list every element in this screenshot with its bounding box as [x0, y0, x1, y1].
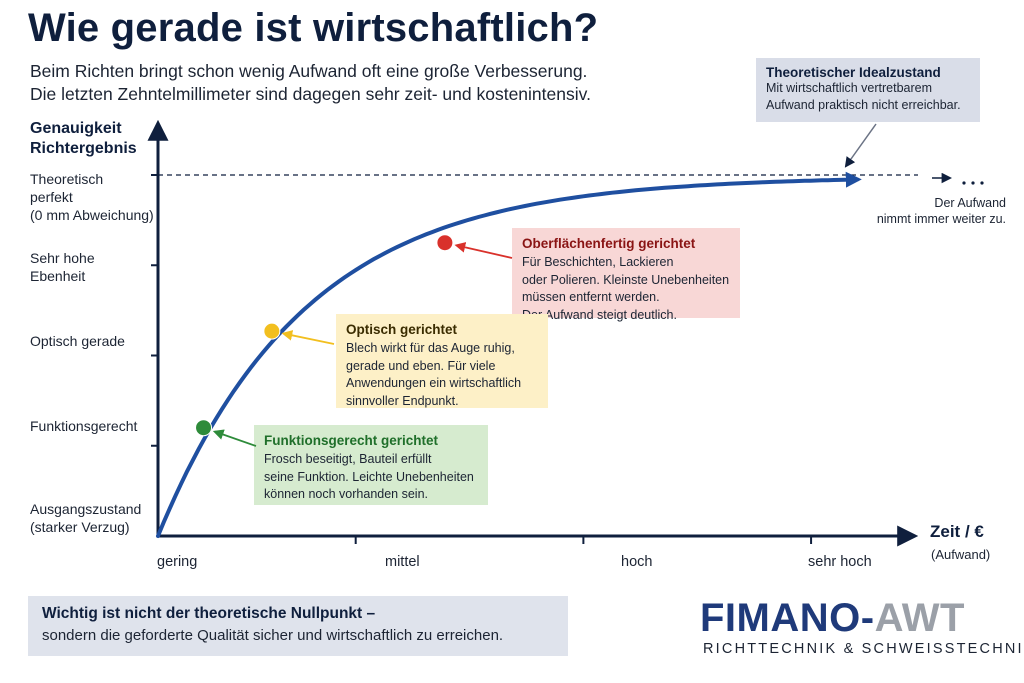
ideal-box-line-1: Mit wirtschaftlich vertretbarem — [766, 81, 933, 95]
y-axis-title: Genauigkeit Richtergebnis — [30, 119, 137, 159]
annotation-optical: Optisch gerichtet Blech wirkt für das Au… — [336, 314, 548, 408]
annotation-optical-line-1: Blech wirkt für das Auge ruhig, — [346, 341, 515, 355]
end-annotation-line-2: nimmt immer weiter zu. — [876, 212, 1006, 226]
x-tick-label-high: hoch — [621, 554, 653, 570]
y-tick-label-optical-line-1: Optisch gerade — [30, 333, 125, 349]
annotation-functional-line-3: können noch vorhanden sein. — [264, 487, 429, 501]
annotation-surface-finish-line-3: müssen entfernt werden. — [522, 290, 660, 304]
continuation-dot — [962, 181, 966, 185]
y-axis-title-line-2: Richtergebnis — [30, 140, 137, 157]
annotation-surface-finish-line-4: Der Aufwand steigt deutlich. — [522, 307, 677, 322]
annotation-functional-line-2: seine Funktion. Leichte Unebenheiten — [264, 469, 474, 484]
x-axis-subtitle: (Aufwand) — [931, 547, 991, 562]
x-tick-label-very-high: sehr hoch — [808, 554, 872, 570]
logo-part-awt: AWT — [874, 596, 965, 640]
key-message-line-1: Wichtig ist nicht der theoretische Nullp… — [42, 605, 376, 622]
key-message-line-2: sondern die geforderte Qualität sicher u… — [42, 627, 504, 644]
ideal-box-connector — [844, 123, 877, 168]
x-axis-title: Zeit / € — [930, 522, 984, 541]
company-logo: FIMANO-AWT — [700, 596, 965, 641]
point-surface-finish — [436, 234, 454, 252]
point-functional — [195, 419, 213, 437]
annotation-surface-finish-line-2: oder Polieren. Kleinste Unebenheiten — [522, 272, 730, 287]
annotation-optical-line-3: Anwendungen ein wirtschaftlich — [346, 376, 522, 390]
annotation-surface-finish-line-1: Für Beschichten, Lackieren — [522, 255, 674, 269]
page-title: Wie gerade ist wirtschaftlich? — [28, 6, 599, 50]
x-tick-label-medium: mittel — [385, 554, 420, 570]
y-tick-label-high-line-1: Sehr hohe — [30, 250, 95, 266]
y-tick-label-high-line-2: Ebenheit — [30, 268, 86, 284]
logo-tagline: RICHTTECHNIK & SCHWEISSTECHNIK — [703, 641, 1024, 657]
continuation-dot — [980, 181, 984, 185]
y-axis-title-line-1: Genauigkeit — [30, 120, 122, 137]
point-optical — [263, 322, 281, 340]
end-annotation-line-1: Der Aufwand — [934, 196, 1006, 210]
continuation-dot — [971, 181, 975, 185]
subtitle-line-1: Beim Richten bringt schon wenig Aufwand … — [30, 61, 588, 81]
annotation-surface-finish-title: Oberflächenfertig gerichtet — [522, 236, 696, 251]
point-functional-connector — [212, 429, 257, 447]
key-message-box: Wichtig ist nicht der theoretische Nullp… — [28, 596, 568, 656]
annotation-optical-line-2: gerade und eben. Für viele — [346, 358, 496, 373]
x-tick-label-low: gering — [157, 554, 198, 570]
ideal-box-title: Theoretischer Idealzustand — [766, 65, 941, 80]
point-optical-connector — [281, 330, 335, 345]
logo-part-fimano: FIMANO- — [700, 596, 875, 640]
point-surface-finish-connector — [454, 242, 513, 259]
ideal-state-box: Theoretischer Idealzustand Mit wirtschaf… — [756, 58, 980, 122]
y-tick-label-functional: Funktionsgerecht — [30, 417, 137, 435]
annotation-optical-title: Optisch gerichtet — [346, 322, 458, 337]
y-tick-label-perfect: Theoretisch perfekt (0 mm Abweichung) — [30, 170, 154, 224]
y-tick-label-functional-line-1: Funktionsgerecht — [30, 418, 138, 434]
effort-quality-curve — [156, 171, 862, 538]
curve-layer — [156, 123, 984, 538]
annotation-functional-title: Funktionsgerecht gerichtet — [264, 433, 439, 448]
end-annotation: Der Aufwand nimmt immer weiter zu. — [866, 195, 1006, 227]
annotation-functional-line-1: Frosch beseitigt, Bauteil erfüllt — [264, 452, 432, 466]
y-tick-label-initial: Ausgangszustand (starker Verzug) — [30, 500, 141, 536]
chart-axes — [147, 119, 919, 547]
annotation-surface-finish: Oberflächenfertig gerichtet Für Beschich… — [512, 228, 740, 322]
y-tick-label-perfect-line-2: perfekt — [30, 189, 73, 205]
y-tick-label-optical: Optisch gerade — [30, 332, 125, 350]
y-tick-label-initial-line-2: (starker Verzug) — [30, 519, 130, 535]
points-layer — [195, 234, 513, 447]
subtitle-line-2: Die letzten Zehntelmillimeter sind dageg… — [30, 84, 591, 104]
y-tick-label-perfect-line-3: (0 mm Abweichung) — [30, 207, 154, 223]
annotation-optical-line-4: sinnvoller Endpunkt. — [346, 393, 459, 408]
annotation-functional: Funktionsgerecht gerichtet Frosch beseit… — [254, 425, 488, 505]
y-tick-label-perfect-line-1: Theoretisch — [30, 171, 104, 187]
ideal-box-line-2: Aufwand praktisch nicht erreichbar. — [766, 98, 961, 112]
y-tick-label-high: Sehr hohe Ebenheit — [30, 249, 95, 285]
y-tick-label-initial-line-1: Ausgangszustand — [30, 501, 142, 517]
